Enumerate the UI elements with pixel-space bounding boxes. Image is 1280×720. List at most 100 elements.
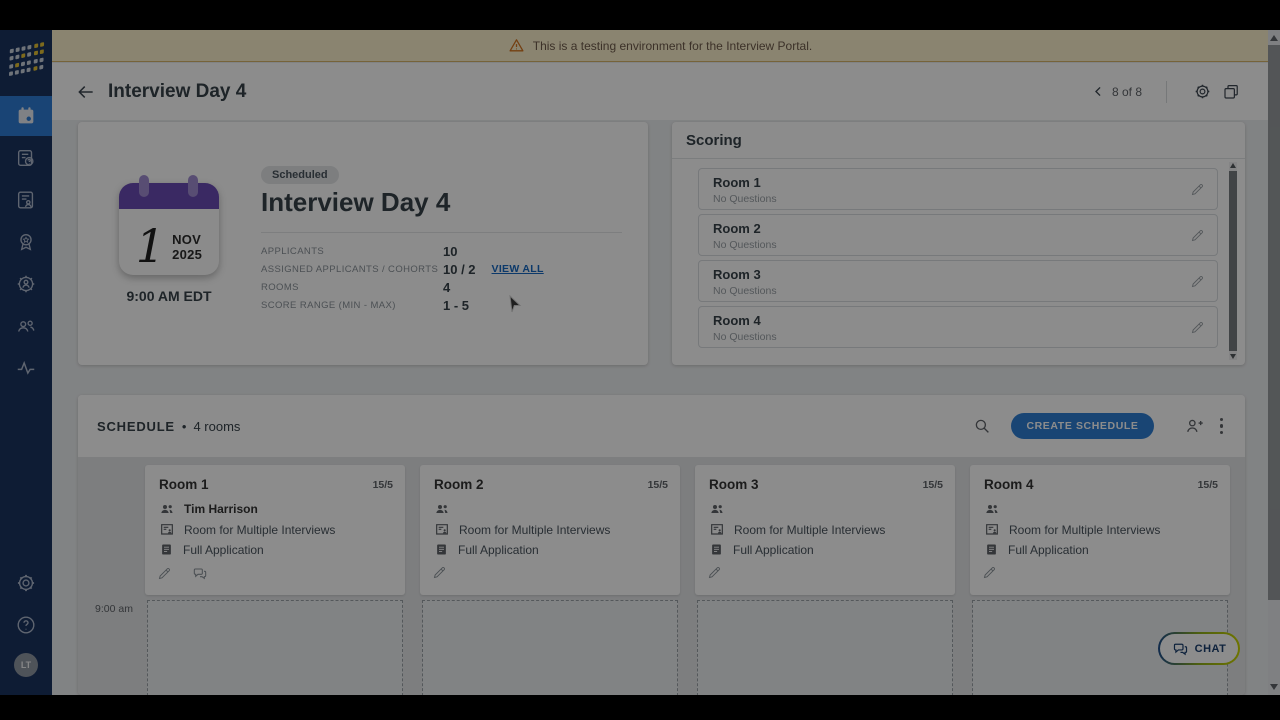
schedule-column: Room 3 15/5 Room for Multiple Interviews — [695, 465, 955, 695]
edit-icon[interactable] — [157, 565, 172, 581]
scoring-room-row[interactable]: Room 4 No Questions — [698, 306, 1218, 348]
scrollbar-thumb[interactable] — [1268, 45, 1280, 600]
scroll-up-arrow[interactable] — [1270, 35, 1278, 41]
help-icon — [15, 614, 37, 636]
user-avatar[interactable]: LT — [14, 653, 38, 677]
room-status: No Questions — [713, 285, 777, 297]
page-header: Interview Day 4 8 of 8 — [52, 63, 1268, 120]
schedule-column: Room 4 15/5 Room for Multiple Interviews — [970, 465, 1230, 695]
room-status: No Questions — [713, 239, 777, 251]
schedule-slot[interactable] — [697, 600, 953, 695]
scoring-room-row[interactable]: Room 3 No Questions — [698, 260, 1218, 302]
sidebar-item-forms[interactable] — [0, 138, 52, 178]
edit-icon[interactable] — [1190, 320, 1205, 335]
banner-text: This is a testing environment for the In… — [532, 38, 813, 53]
settings-button[interactable] — [1193, 82, 1212, 101]
edit-icon[interactable] — [982, 565, 997, 580]
gear-person-icon — [15, 273, 37, 295]
interviewer-row: Tim Harrison — [159, 501, 258, 517]
calendar-header-bar — [119, 183, 219, 209]
scoring-room-row[interactable]: Room 1 No Questions — [698, 168, 1218, 210]
application-row: Full Application — [709, 542, 814, 557]
application-icon — [159, 542, 174, 557]
room-status: No Questions — [713, 331, 777, 343]
schedule-slot[interactable] — [147, 600, 403, 695]
duplicate-button[interactable] — [1222, 83, 1240, 101]
schedule-slot[interactable] — [422, 600, 678, 695]
multi-room-icon — [159, 522, 175, 538]
calendar-year: 2025 — [172, 247, 203, 262]
chat-icon — [1172, 640, 1189, 657]
room-card: Room 4 15/5 Room for Multiple Interviews — [970, 465, 1230, 595]
sidebar-item-people[interactable] — [0, 306, 52, 346]
app-logo[interactable] — [8, 42, 45, 78]
scoring-room-row[interactable]: Room 2 No Questions — [698, 214, 1218, 256]
scoring-divider — [672, 158, 1245, 159]
sidebar-item-review-settings[interactable] — [0, 264, 52, 304]
document-person-icon — [15, 189, 37, 211]
view-all-link[interactable]: VIEW ALL — [491, 263, 544, 275]
more-options-button[interactable] — [1219, 417, 1223, 435]
calendar-month-year: NOV 2025 — [172, 232, 202, 269]
overview-card: 1 NOV 2025 9:00 AM EDT Scheduled Intervi… — [78, 122, 648, 365]
search-button[interactable] — [973, 417, 991, 435]
room-card-actions — [157, 565, 208, 581]
back-button[interactable] — [76, 82, 96, 102]
detail-row-score-range: SCORE RANGE (MIN - MAX) 1 - 5 — [261, 296, 632, 314]
assign-people-button[interactable] — [1184, 416, 1204, 436]
chat-button[interactable]: CHAT — [1158, 632, 1240, 665]
edit-icon[interactable] — [1190, 274, 1205, 289]
multi-room-icon — [434, 522, 450, 538]
sidebar-item-interview-days[interactable] — [0, 96, 52, 136]
interviewer-row — [709, 501, 734, 517]
schedule-tools: CREATE SCHEDULE — [963, 413, 1223, 439]
sidebar-item-help[interactable] — [0, 605, 52, 645]
sidebar-item-awards[interactable] — [0, 222, 52, 262]
overview-divider — [261, 232, 622, 233]
room-name: Room 1 — [159, 477, 209, 492]
scroll-down-arrow[interactable] — [1270, 684, 1278, 690]
schedule-separator: • — [181, 418, 187, 434]
people-icon — [159, 501, 175, 517]
application-icon — [984, 542, 999, 557]
event-time: 9:00 AM EDT — [126, 288, 212, 304]
chat-label: CHAT — [1194, 642, 1227, 655]
sidebar-nav — [0, 96, 52, 388]
schedule-grid: 9:00 am Room 1 15/5 Tim Harrison — [78, 457, 1245, 695]
detail-value: 10 / 2 — [443, 261, 476, 277]
calendar-month: NOV — [172, 232, 202, 247]
edit-icon[interactable] — [707, 565, 722, 580]
detail-value: 1 - 5 — [443, 297, 470, 313]
application-type: Full Application — [458, 542, 539, 557]
previous-page-button[interactable] — [1091, 84, 1106, 99]
edit-icon[interactable] — [1190, 182, 1205, 197]
browser-viewport: LT This is a testing environment for the… — [0, 30, 1268, 695]
application-icon — [434, 542, 449, 557]
room-type: Room for Multiple Interviews — [734, 523, 886, 537]
detail-row-applicants: APPLICANTS 10 — [261, 242, 632, 260]
room-card: Room 3 15/5 Room for Multiple Interviews — [695, 465, 955, 595]
create-schedule-button[interactable]: CREATE SCHEDULE — [1011, 413, 1154, 439]
room-name: Room 1 — [713, 175, 761, 190]
detail-row-assigned: ASSIGNED APPLICANTS / COHORTS 10 / 2 VIE… — [261, 260, 632, 278]
calendar-body: 1 NOV 2025 — [119, 183, 219, 275]
award-star-icon — [15, 231, 37, 253]
scroll-down-arrow[interactable] — [1230, 354, 1236, 359]
edit-icon[interactable] — [432, 565, 447, 580]
multi-room-icon — [984, 522, 1000, 538]
pagination-label: 8 of 8 — [1111, 84, 1142, 99]
room-type: Room for Multiple Interviews — [459, 523, 611, 537]
chat-button-inner: CHAT — [1160, 634, 1238, 663]
gear-icon — [1193, 82, 1212, 101]
room-type-row: Room for Multiple Interviews — [709, 522, 885, 538]
edit-icon[interactable] — [1190, 228, 1205, 243]
chat-icon[interactable] — [192, 565, 208, 581]
sidebar-item-activity[interactable] — [0, 348, 52, 388]
room-card-actions — [982, 565, 997, 580]
schedule-header: SCHEDULE • 4 rooms CREATE SCHEDULE — [78, 395, 1245, 457]
scrollbar-thumb[interactable] — [1229, 171, 1237, 351]
scroll-up-arrow[interactable] — [1230, 163, 1236, 168]
sidebar-item-settings[interactable] — [0, 563, 52, 603]
sidebar-item-applications[interactable] — [0, 180, 52, 220]
room-status: No Questions — [713, 193, 777, 205]
